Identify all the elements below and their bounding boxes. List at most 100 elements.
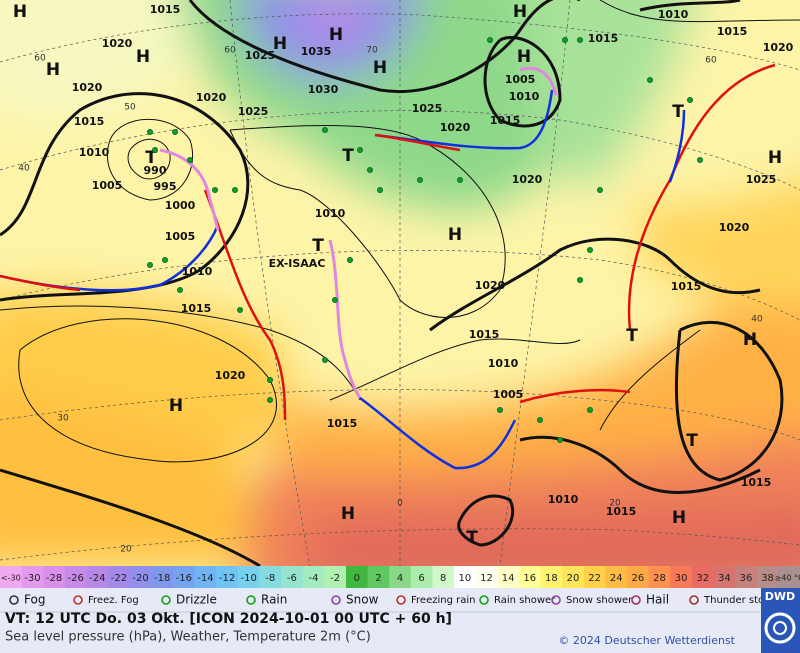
occluded-front: [159, 148, 220, 231]
scale-cell: [324, 566, 347, 588]
graticule-label: 70: [366, 46, 378, 56]
weather-symbol: [537, 416, 544, 423]
isobar-label: 1020: [215, 369, 246, 382]
isobar-label: 1015: [588, 32, 619, 45]
scale-cell: [86, 566, 109, 588]
scale-cell: [43, 566, 66, 588]
scale-label: 38: [761, 573, 774, 584]
isobar-label: 1020: [196, 91, 227, 104]
warm-front: [519, 388, 631, 404]
cold-front: [359, 396, 517, 470]
scale-label: 14: [502, 573, 515, 584]
scale-label: -14: [197, 573, 213, 584]
graticule-label: 60: [705, 56, 717, 66]
weather-symbol: [587, 246, 594, 253]
isobar-label: 1025: [746, 173, 777, 186]
graticule-label: 50: [124, 103, 136, 113]
scale-cell: [108, 566, 131, 588]
scale-cell: [389, 566, 412, 588]
logo-mark: [773, 621, 787, 635]
scale-cell: [475, 566, 498, 588]
legend-label: Rain: [261, 593, 287, 607]
isobar-label: 1010: [182, 265, 213, 278]
isobar-label: 1020: [719, 221, 750, 234]
pressure-center: H: [513, 2, 527, 22]
graticule-label: 40: [751, 315, 763, 325]
scale-cell: [562, 566, 585, 588]
pressure-center: T: [145, 148, 157, 168]
scale-cell: [259, 566, 282, 588]
isobar-label: 1015: [606, 505, 637, 518]
legend-label: Freez. Fog: [88, 595, 139, 606]
weather-symbol: [577, 276, 584, 283]
weather-symbol: [486, 37, 493, 44]
scale-cell: [367, 566, 390, 588]
pressure-center: H: [329, 25, 343, 45]
scale-label: 16: [523, 573, 536, 584]
valid-time: VT: 12 UTC Do. 03 Okt. [ICON 2024-10-01 …: [5, 611, 452, 627]
weather-symbol: [321, 127, 328, 134]
weather-symbol: [161, 256, 168, 263]
scale-label: <-30: [1, 574, 21, 583]
graticule-label: 20: [609, 499, 621, 509]
scale-label: -2: [330, 573, 340, 584]
scale-label: 18: [545, 573, 558, 584]
isobar-label: 1015: [671, 280, 702, 293]
pressure-center: H: [448, 225, 462, 245]
legend-icon: [479, 595, 489, 605]
graticule-label: 60: [224, 46, 236, 56]
legend-icon: [689, 595, 699, 605]
isobar-label: 1010: [79, 146, 110, 159]
warm-front: [0, 274, 81, 292]
weather-symbol: [176, 286, 183, 293]
isobar-label: 1005: [505, 73, 536, 86]
scale-label: 34: [718, 573, 731, 584]
scale-label: 22: [588, 573, 601, 584]
isobar-label: 1020: [102, 37, 133, 50]
scale-label: 8: [440, 573, 446, 584]
cold-front: [668, 109, 686, 183]
isobar-label: 1005: [92, 179, 123, 192]
weather-symbol: [231, 186, 238, 193]
pressure-center: T: [626, 326, 638, 346]
isobar-label: 1015: [181, 302, 212, 315]
weather-symbol: [416, 176, 423, 183]
scale-label: -30: [24, 573, 40, 584]
weather-symbol: [697, 156, 704, 163]
isobar-label: 1015: [490, 114, 521, 127]
pressure-center: H: [341, 504, 355, 524]
weather-symbol: [647, 77, 654, 84]
scale-cell: [172, 566, 196, 588]
isobar-label: 1020: [512, 173, 543, 186]
occluded-front: [328, 239, 362, 399]
scale-label: ≥40 °C: [775, 574, 800, 583]
scale-label: -12: [219, 573, 235, 584]
scale-cell: [778, 566, 800, 588]
weather-symbol: [211, 186, 218, 193]
scale-label: 4: [397, 573, 403, 584]
scale-label: -26: [68, 573, 84, 584]
scale-cell: [691, 566, 715, 588]
warm-front: [203, 189, 287, 421]
pressure-center: H: [13, 2, 27, 22]
occluded-front: [519, 66, 558, 96]
legend-label: Hail: [646, 593, 669, 607]
scale-cell: [583, 566, 606, 588]
scale-cell: [713, 566, 736, 588]
weather-symbol: [146, 261, 153, 268]
scale-cell: [129, 566, 152, 588]
scale-label: 12: [480, 573, 493, 584]
scale-cell: [454, 566, 477, 588]
scale-label: 30: [675, 573, 688, 584]
isobar-label: 1020: [475, 279, 506, 292]
legend-label: Fog: [24, 593, 45, 607]
scale-cell: [497, 566, 520, 588]
scale-label: 0: [354, 573, 360, 584]
isobar-label: 1025: [238, 105, 269, 118]
pressure-center: H: [768, 148, 782, 168]
isobar-label: 1030: [308, 83, 339, 96]
legend-label: Freezing rain: [411, 595, 475, 606]
isobar-label: 1015: [469, 328, 500, 341]
scale-cell: [432, 566, 455, 588]
isobar-label: 1020: [440, 121, 471, 134]
